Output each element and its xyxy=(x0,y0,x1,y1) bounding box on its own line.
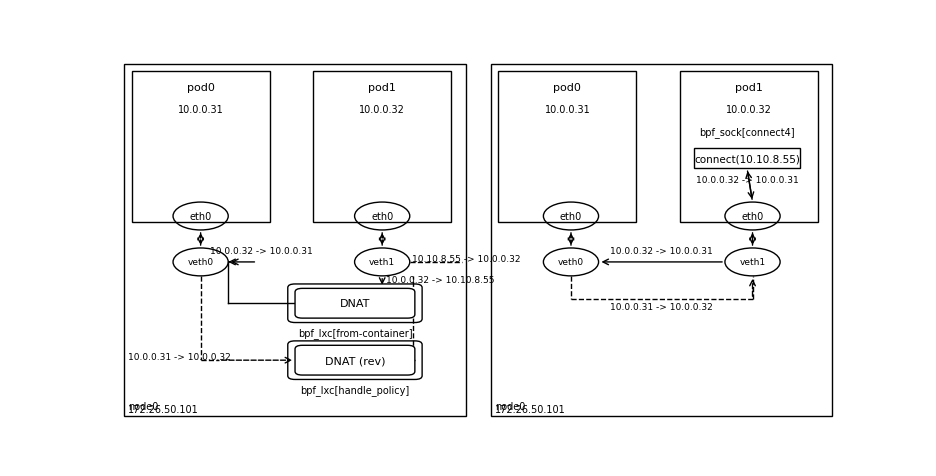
Text: 10.0.0.32: 10.0.0.32 xyxy=(725,105,771,115)
Text: eth0: eth0 xyxy=(371,211,393,221)
Text: 172.26.50.101: 172.26.50.101 xyxy=(494,405,565,415)
Bar xyxy=(694,149,799,169)
FancyBboxPatch shape xyxy=(287,284,421,323)
Text: 10.0.0.32: 10.0.0.32 xyxy=(358,105,404,115)
Text: node0: node0 xyxy=(128,402,158,412)
Text: 10.0.0.32 -> 10.0.0.31: 10.0.0.32 -> 10.0.0.31 xyxy=(210,247,313,256)
Text: pod0: pod0 xyxy=(553,83,580,93)
Text: pod0: pod0 xyxy=(186,83,214,93)
Text: 10.10.8.55 -> 10.0.0.32: 10.10.8.55 -> 10.0.0.32 xyxy=(412,255,519,264)
Text: 10.0.0.31: 10.0.0.31 xyxy=(178,105,224,115)
Text: DNAT: DNAT xyxy=(340,298,370,308)
Text: DNAT (rev): DNAT (rev) xyxy=(325,356,385,366)
Text: 10.0.0.31 -> 10.0.0.32: 10.0.0.31 -> 10.0.0.32 xyxy=(609,303,712,312)
Bar xyxy=(124,64,465,416)
Text: bpf_lxc[from-container]: bpf_lxc[from-container] xyxy=(298,327,412,338)
Text: 10.0.0.32 -> 10.10.8.55: 10.0.0.32 -> 10.10.8.55 xyxy=(386,276,494,285)
Text: pod1: pod1 xyxy=(368,83,396,93)
Text: veth1: veth1 xyxy=(369,258,395,267)
Text: eth0: eth0 xyxy=(189,211,212,221)
Text: eth0: eth0 xyxy=(560,211,581,221)
Text: veth0: veth0 xyxy=(557,258,583,267)
FancyBboxPatch shape xyxy=(287,341,421,380)
Text: eth0: eth0 xyxy=(740,211,763,221)
Text: veth1: veth1 xyxy=(739,258,765,267)
FancyBboxPatch shape xyxy=(295,289,415,318)
Bar xyxy=(313,72,451,222)
Text: bpf_lxc[handle_policy]: bpf_lxc[handle_policy] xyxy=(300,384,409,395)
Text: 10.0.0.31: 10.0.0.31 xyxy=(544,105,590,115)
Bar xyxy=(490,64,831,416)
Text: 10.0.0.32 -> 10.0.0.31: 10.0.0.32 -> 10.0.0.31 xyxy=(609,247,712,256)
Text: pod1: pod1 xyxy=(734,83,762,93)
FancyBboxPatch shape xyxy=(295,346,415,375)
Bar xyxy=(131,72,270,222)
Text: 10.0.0.32 -> 10.0.0.31: 10.0.0.32 -> 10.0.0.31 xyxy=(695,176,797,185)
Text: 172.26.50.101: 172.26.50.101 xyxy=(128,405,198,415)
Text: node0: node0 xyxy=(494,402,524,412)
Text: veth0: veth0 xyxy=(187,258,213,267)
Bar xyxy=(498,72,636,222)
Text: 10.0.0.31 -> 10.0.0.32: 10.0.0.31 -> 10.0.0.32 xyxy=(128,352,230,361)
Text: bpf_sock[connect4]: bpf_sock[connect4] xyxy=(698,127,794,138)
Text: connect(10.10.8.55): connect(10.10.8.55) xyxy=(694,154,799,164)
Bar xyxy=(680,72,817,222)
